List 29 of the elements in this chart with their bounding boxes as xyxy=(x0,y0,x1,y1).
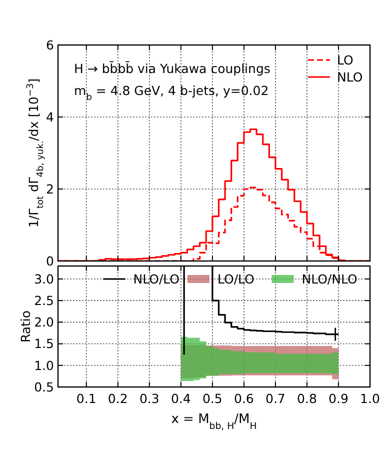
y-tick-label: 6 xyxy=(46,37,54,52)
y-axis-title: Ratio xyxy=(18,310,33,343)
y-tick-label: 1.0 xyxy=(34,358,54,373)
legend-label: LO xyxy=(337,52,354,68)
y-tick-label: 2 xyxy=(46,181,54,196)
x-tick-label: 0.9 xyxy=(328,391,348,406)
x-tick-label: 0.1 xyxy=(76,391,96,406)
legend-label: NLO/LO xyxy=(133,271,180,286)
y-tick-label: 0.5 xyxy=(34,379,54,394)
x-tick-label: 0.4 xyxy=(170,391,191,406)
y-tick-label: 4 xyxy=(46,109,54,124)
y-tick-label: 2.5 xyxy=(34,292,54,308)
x-tick-label: 0.7 xyxy=(266,391,286,406)
y-tick-label: 0 xyxy=(46,253,54,268)
y-tick-label: 2.0 xyxy=(34,314,54,330)
x-axis-title: x = M$_{bb, H}$/M$_{H}$ xyxy=(171,412,257,432)
y-tick-label: 1.5 xyxy=(34,336,54,352)
x-tick-label: 0.3 xyxy=(139,391,160,406)
x-tick-label: 0.8 xyxy=(297,391,317,406)
legend-label: NLO xyxy=(337,69,363,84)
x-tick-label: 1.0 xyxy=(360,391,380,406)
x-tick-label: 0.5 xyxy=(202,391,222,406)
x-tick-label: 0.2 xyxy=(108,391,128,406)
legend-label: LO/LO xyxy=(217,271,255,286)
legend-label: NLO/NLO xyxy=(302,271,358,286)
annotation: H → bb̄bb̄ via Yukawa couplings xyxy=(74,60,270,76)
annotation: m$_{b}$ = 4.8 GeV, 4 b-jets, y=0.02 xyxy=(74,83,269,103)
x-tick-label: 0.6 xyxy=(234,391,254,406)
y-tick-label: 3.0 xyxy=(34,271,54,286)
